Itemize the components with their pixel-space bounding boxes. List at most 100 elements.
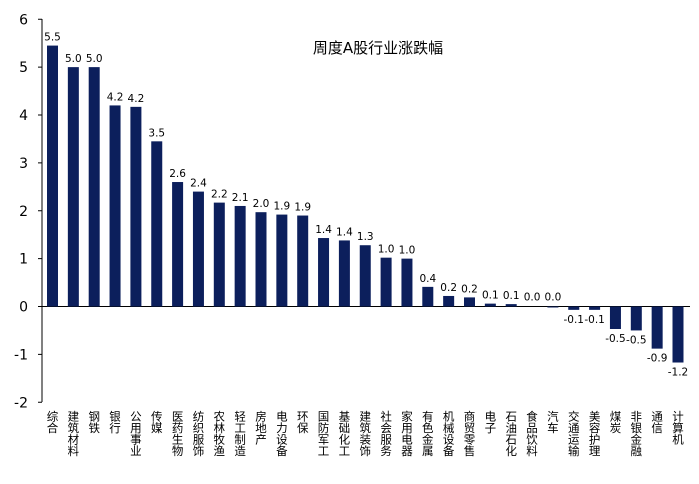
data-label: 1.0 — [378, 244, 395, 256]
category-label: 综合 — [47, 410, 59, 436]
category-label: 电子 — [485, 410, 497, 436]
data-label: 2.0 — [253, 198, 270, 210]
category-label: 建筑材料 — [68, 410, 80, 459]
category-label: 医药生物 — [172, 410, 184, 459]
bar — [338, 240, 350, 307]
category-label: 商贸零售 — [464, 410, 476, 459]
bar — [422, 286, 434, 307]
category-label: 环保 — [297, 410, 309, 436]
axes: 6 5 4 3 2 1 0 -1 -2 — [14, 12, 690, 411]
data-label: 5.0 — [86, 53, 103, 65]
bar — [213, 202, 225, 307]
data-label: 0.0 — [545, 292, 562, 304]
category-label: 建筑装饰 — [360, 410, 372, 459]
bar — [547, 306, 559, 308]
data-label: 0.2 — [461, 283, 478, 295]
bar — [484, 303, 496, 307]
bar — [609, 306, 621, 330]
data-label: 5.0 — [65, 53, 82, 65]
category-label: 传媒 — [151, 410, 163, 436]
bar — [651, 306, 663, 349]
category-label: 银行 — [109, 410, 121, 436]
bar — [380, 257, 392, 307]
bar — [401, 258, 413, 307]
bar — [318, 238, 330, 307]
data-label: 0.1 — [482, 290, 499, 302]
y-tick-label: 5 — [19, 60, 28, 76]
category-label: 非银金融 — [631, 410, 643, 459]
category-label: 基础化工 — [339, 410, 351, 459]
y-tick-label: 4 — [19, 108, 28, 124]
y-tick-label: 0 — [19, 300, 28, 316]
category-label: 食品饮料 — [526, 410, 538, 459]
value-labels: 5.55.0 5.04.2 4.23.52.62.42.2 2.12.0 1.9 1.91… — [44, 32, 688, 379]
bar — [359, 245, 371, 307]
bar — [589, 306, 601, 310]
bar — [255, 212, 267, 307]
data-label: -0.5 — [626, 334, 647, 346]
category-label: 轻工制造 — [234, 410, 246, 459]
category-label: 家用电器 — [401, 410, 413, 459]
category-label: 社会服务 — [380, 410, 392, 459]
category-label: 交通运输 — [568, 410, 580, 459]
data-label: 4.2 — [128, 93, 145, 105]
chart-title: 周度A股行业涨跌幅 — [313, 39, 443, 57]
data-label: 1.4 — [336, 226, 353, 238]
bar — [568, 306, 580, 310]
bar — [47, 45, 58, 307]
data-label: 0.0 — [524, 292, 541, 304]
bar — [276, 214, 288, 307]
data-label: -0.9 — [647, 353, 668, 365]
data-label: 0.4 — [419, 273, 436, 285]
bar — [130, 106, 142, 307]
category-label: 公用事业 — [130, 410, 142, 459]
data-label: -1.2 — [668, 367, 689, 379]
bar — [297, 215, 309, 307]
data-label: 0.1 — [503, 290, 520, 302]
y-tick-label: 3 — [19, 156, 28, 172]
data-label: 1.9 — [273, 201, 290, 213]
category-label: 国防军工 — [318, 410, 330, 459]
bar — [234, 205, 246, 307]
data-label: 2.6 — [169, 168, 186, 180]
category-label: 通信 — [651, 410, 663, 436]
bar — [67, 67, 79, 307]
bar — [505, 304, 517, 307]
data-label: 1.9 — [294, 202, 311, 214]
category-label: 电力设备 — [276, 410, 288, 459]
data-label: 3.5 — [148, 127, 165, 139]
data-label: -0.5 — [605, 333, 626, 345]
category-label: 钢铁 — [88, 410, 100, 436]
data-label: 2.2 — [211, 189, 228, 201]
y-tick-label: 1 — [19, 252, 28, 268]
data-label: 5.5 — [44, 32, 61, 44]
bar — [443, 295, 455, 307]
data-label: 0.2 — [440, 282, 457, 294]
category-label: 汽车 — [547, 410, 559, 436]
data-label: 4.2 — [107, 91, 124, 103]
y-tick-label: 2 — [19, 204, 28, 220]
bars — [47, 45, 684, 363]
category-label: 有色金属 — [422, 410, 434, 459]
data-label: 1.3 — [357, 231, 374, 243]
category-label: 石油石化 — [505, 410, 517, 459]
data-label: -0.1 — [584, 314, 605, 326]
category-label: 机械设备 — [443, 410, 455, 459]
bar — [109, 105, 121, 307]
category-label: 房地产 — [255, 410, 267, 447]
data-label: 2.4 — [190, 178, 207, 190]
bar — [672, 306, 684, 363]
bar — [192, 191, 204, 307]
data-label: -0.1 — [564, 314, 585, 326]
y-tick-label: 6 — [19, 12, 28, 28]
category-label: 美容护理 — [589, 410, 601, 459]
bar — [88, 67, 100, 307]
data-label: 1.0 — [399, 245, 416, 257]
category-label: 煤炭 — [610, 410, 622, 436]
bar — [630, 306, 642, 331]
data-label: 2.1 — [232, 192, 249, 204]
y-tick-label: -1 — [14, 347, 28, 363]
y-tick-label: -2 — [14, 395, 28, 411]
